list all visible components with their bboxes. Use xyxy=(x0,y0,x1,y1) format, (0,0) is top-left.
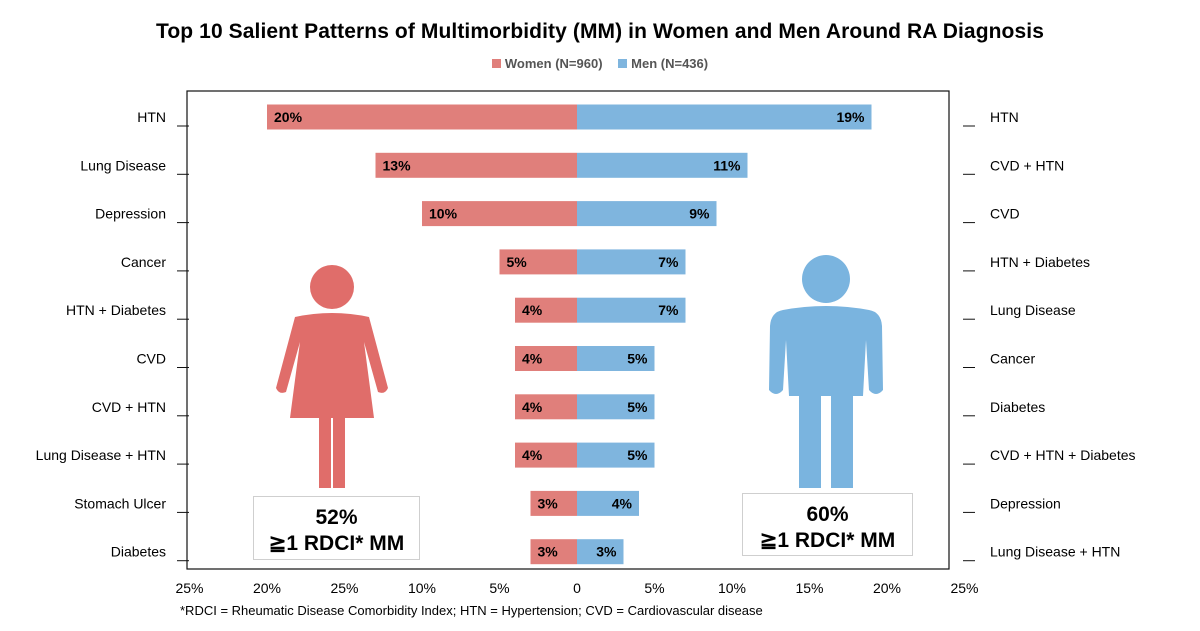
x-tick-label-10: 20% xyxy=(873,580,901,596)
x-tick-label-5: 5% xyxy=(489,580,509,596)
category-label-left-10: Diabetes xyxy=(111,544,166,560)
bar-men-7 xyxy=(577,394,655,420)
footnote: *RDCI = Rheumatic Disease Comorbidity In… xyxy=(180,603,763,618)
bar-women-1 xyxy=(267,104,577,130)
x-tick-label-4: 10% xyxy=(408,580,436,596)
data-label-men-2: 11% xyxy=(713,157,741,173)
data-label-women-4: 5% xyxy=(507,254,528,270)
category-label-right-3: CVD xyxy=(990,206,1020,222)
bar-men-8 xyxy=(577,442,655,468)
x-tick-label-3: 25% xyxy=(330,580,358,596)
legend-label-men: Men (N=436) xyxy=(631,56,709,71)
data-label-men-3: 9% xyxy=(689,206,710,222)
legend: Women (N=960) Men (N=436) xyxy=(0,56,1200,71)
bar-men-10 xyxy=(577,539,624,565)
data-label-women-2: 13% xyxy=(383,157,412,173)
legend-item-men: Men (N=436) xyxy=(618,56,708,71)
man-figure-icon xyxy=(769,255,883,488)
category-label-right-6: Cancer xyxy=(990,351,1035,367)
category-label-right-4: HTN + Diabetes xyxy=(990,254,1090,270)
stat-box-women: 52% ≧1 RDCI* MM xyxy=(253,496,420,560)
woman-figure-icon xyxy=(276,265,388,488)
data-label-women-5: 4% xyxy=(522,302,543,318)
data-label-men-10: 3% xyxy=(596,544,617,560)
category-label-right-7: Diabetes xyxy=(990,399,1045,415)
legend-label-women: Women (N=960) xyxy=(504,56,603,71)
x-tick-label-8: 10% xyxy=(718,580,746,596)
stat-women-label: ≧1 RDCI* MM xyxy=(268,532,405,555)
category-label-left-8: Lung Disease + HTN xyxy=(36,447,166,463)
bar-women-9 xyxy=(530,490,577,516)
data-label-men-4: 7% xyxy=(658,254,679,270)
legend-swatch-men xyxy=(618,59,628,68)
bar-women-6 xyxy=(515,346,577,371)
x-tick-label-7: 5% xyxy=(644,580,664,596)
data-label-men-1: 19% xyxy=(836,109,865,125)
data-label-men-7: 5% xyxy=(627,399,648,415)
bar-men-4 xyxy=(577,249,686,275)
legend-swatch-women xyxy=(491,59,501,68)
bar-women-10 xyxy=(530,539,577,565)
data-label-women-10: 3% xyxy=(538,544,559,560)
data-label-women-6: 4% xyxy=(522,351,543,367)
x-tick-label-1: 25% xyxy=(175,580,203,596)
data-label-men-5: 7% xyxy=(658,302,679,318)
bar-women-3 xyxy=(422,201,577,227)
bar-women-4 xyxy=(499,249,577,275)
category-label-right-8: CVD + HTN + Diabetes xyxy=(990,447,1136,463)
chart-title: Top 10 Salient Patterns of Multimorbidit… xyxy=(156,20,1044,43)
x-tick-label-9: 15% xyxy=(795,580,823,596)
bar-women-7 xyxy=(515,394,577,420)
category-label-right-2: CVD + HTN xyxy=(990,157,1064,173)
stat-women-percent: 52% xyxy=(315,506,358,529)
data-label-women-1: 20% xyxy=(274,109,303,125)
stat-men-percent: 60% xyxy=(806,503,849,526)
bar-men-2 xyxy=(577,152,748,178)
category-label-right-1: HTN xyxy=(990,109,1019,125)
data-label-women-9: 3% xyxy=(538,495,559,511)
category-label-right-10: Lung Disease + HTN xyxy=(990,544,1120,560)
bar-men-6 xyxy=(577,346,655,371)
category-label-left-5: HTN + Diabetes xyxy=(66,302,166,318)
bar-men-1 xyxy=(577,104,872,130)
bar-women-2 xyxy=(375,152,577,178)
bar-women-8 xyxy=(515,442,577,468)
category-label-right-9: Depression xyxy=(990,495,1061,511)
category-label-left-9: Stomach Ulcer xyxy=(74,495,166,511)
stat-box-men: 60% ≧1 RDCI* MM xyxy=(742,493,913,556)
data-label-men-6: 5% xyxy=(627,351,648,367)
bar-men-5 xyxy=(577,297,686,323)
x-tick-label-11: 25% xyxy=(950,580,978,596)
plot-frame xyxy=(186,90,950,570)
category-label-left-2: Lung Disease xyxy=(80,157,166,173)
data-label-men-8: 5% xyxy=(627,447,648,463)
category-label-right-5: Lung Disease xyxy=(990,302,1076,318)
category-label-left-3: Depression xyxy=(95,206,166,222)
bar-women-5 xyxy=(515,297,577,323)
bar-men-3 xyxy=(577,201,717,227)
data-label-women-7: 4% xyxy=(522,399,543,415)
data-label-women-8: 4% xyxy=(522,447,543,463)
x-tick-label-6: 0 xyxy=(573,580,581,596)
data-label-women-3: 10% xyxy=(429,206,458,222)
data-label-men-9: 4% xyxy=(612,495,633,511)
bar-men-9 xyxy=(577,490,639,516)
stat-men-label: ≧1 RDCI* MM xyxy=(759,529,896,552)
category-label-left-7: CVD + HTN xyxy=(92,399,166,415)
category-label-left-6: CVD xyxy=(136,351,166,367)
legend-item-women: Women (N=960) xyxy=(491,56,603,71)
category-label-left-1: HTN xyxy=(137,109,166,125)
category-label-left-4: Cancer xyxy=(121,254,166,270)
x-tick-label-2: 20% xyxy=(253,580,281,596)
